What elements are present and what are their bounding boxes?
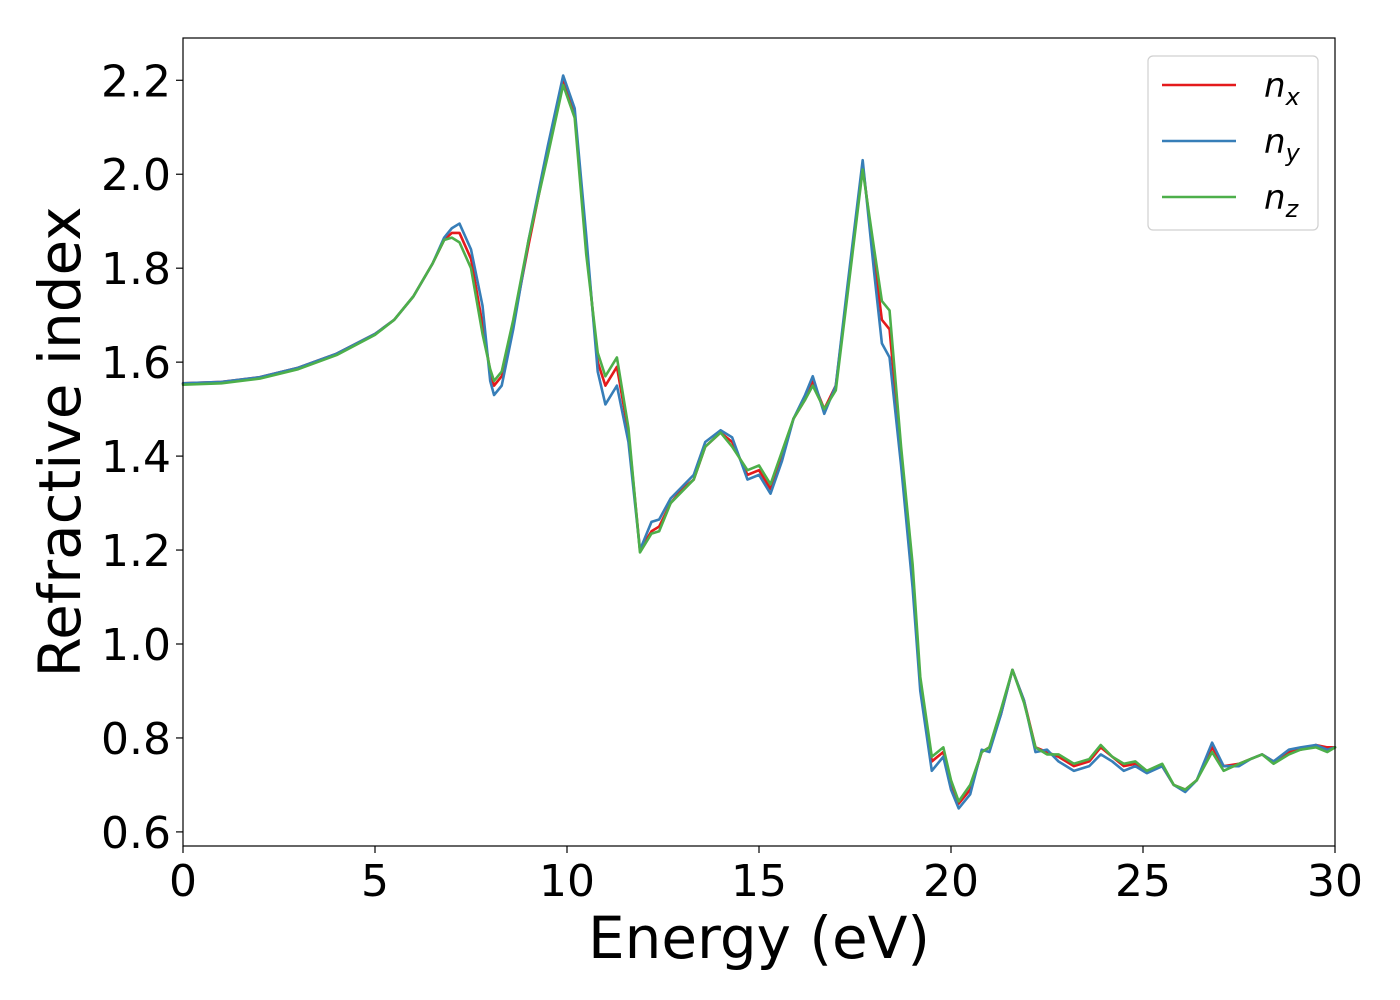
y-tick-label: 1.6 [101,338,171,389]
y-tick-label: 0.6 [101,808,171,859]
series-line-z [181,83,1337,803]
x-tick-label: 15 [731,856,787,907]
legend: nx ny nz [1147,55,1319,231]
x-tick-label: 25 [1115,856,1171,907]
x-tick-label: 10 [539,856,595,907]
series-lines [181,74,1337,810]
y-tick-label: 0.8 [101,714,171,765]
y-axis-ticks: 0.6 0.8 1.0 1.2 1.4 1.6 1.8 2.0 2.2 [101,56,183,859]
y-axis-title-group: Refractive index [26,206,94,677]
x-tick-label: 5 [361,856,389,907]
legend-label-z: nz [1264,178,1300,223]
y-tick-label: 1.2 [101,526,171,577]
y-axis-title: Refractive index [26,206,94,677]
y-tick-label: 1.4 [101,432,171,483]
x-axis-ticks: 0 5 10 15 20 25 30 [169,846,1363,907]
x-tick-label: 30 [1307,856,1363,907]
x-tick-label: 20 [923,856,979,907]
y-tick-label: 1.0 [101,620,171,671]
legend-label-y: ny [1264,122,1301,167]
legend-box [1147,55,1319,231]
x-tick-label: 0 [169,856,197,907]
legend-label-x: nx [1264,66,1301,111]
y-tick-label: 2.2 [101,56,171,107]
y-tick-label: 2.0 [101,150,171,201]
y-tick-label: 1.8 [101,244,171,295]
x-axis-title: Energy (eV) [588,904,930,972]
